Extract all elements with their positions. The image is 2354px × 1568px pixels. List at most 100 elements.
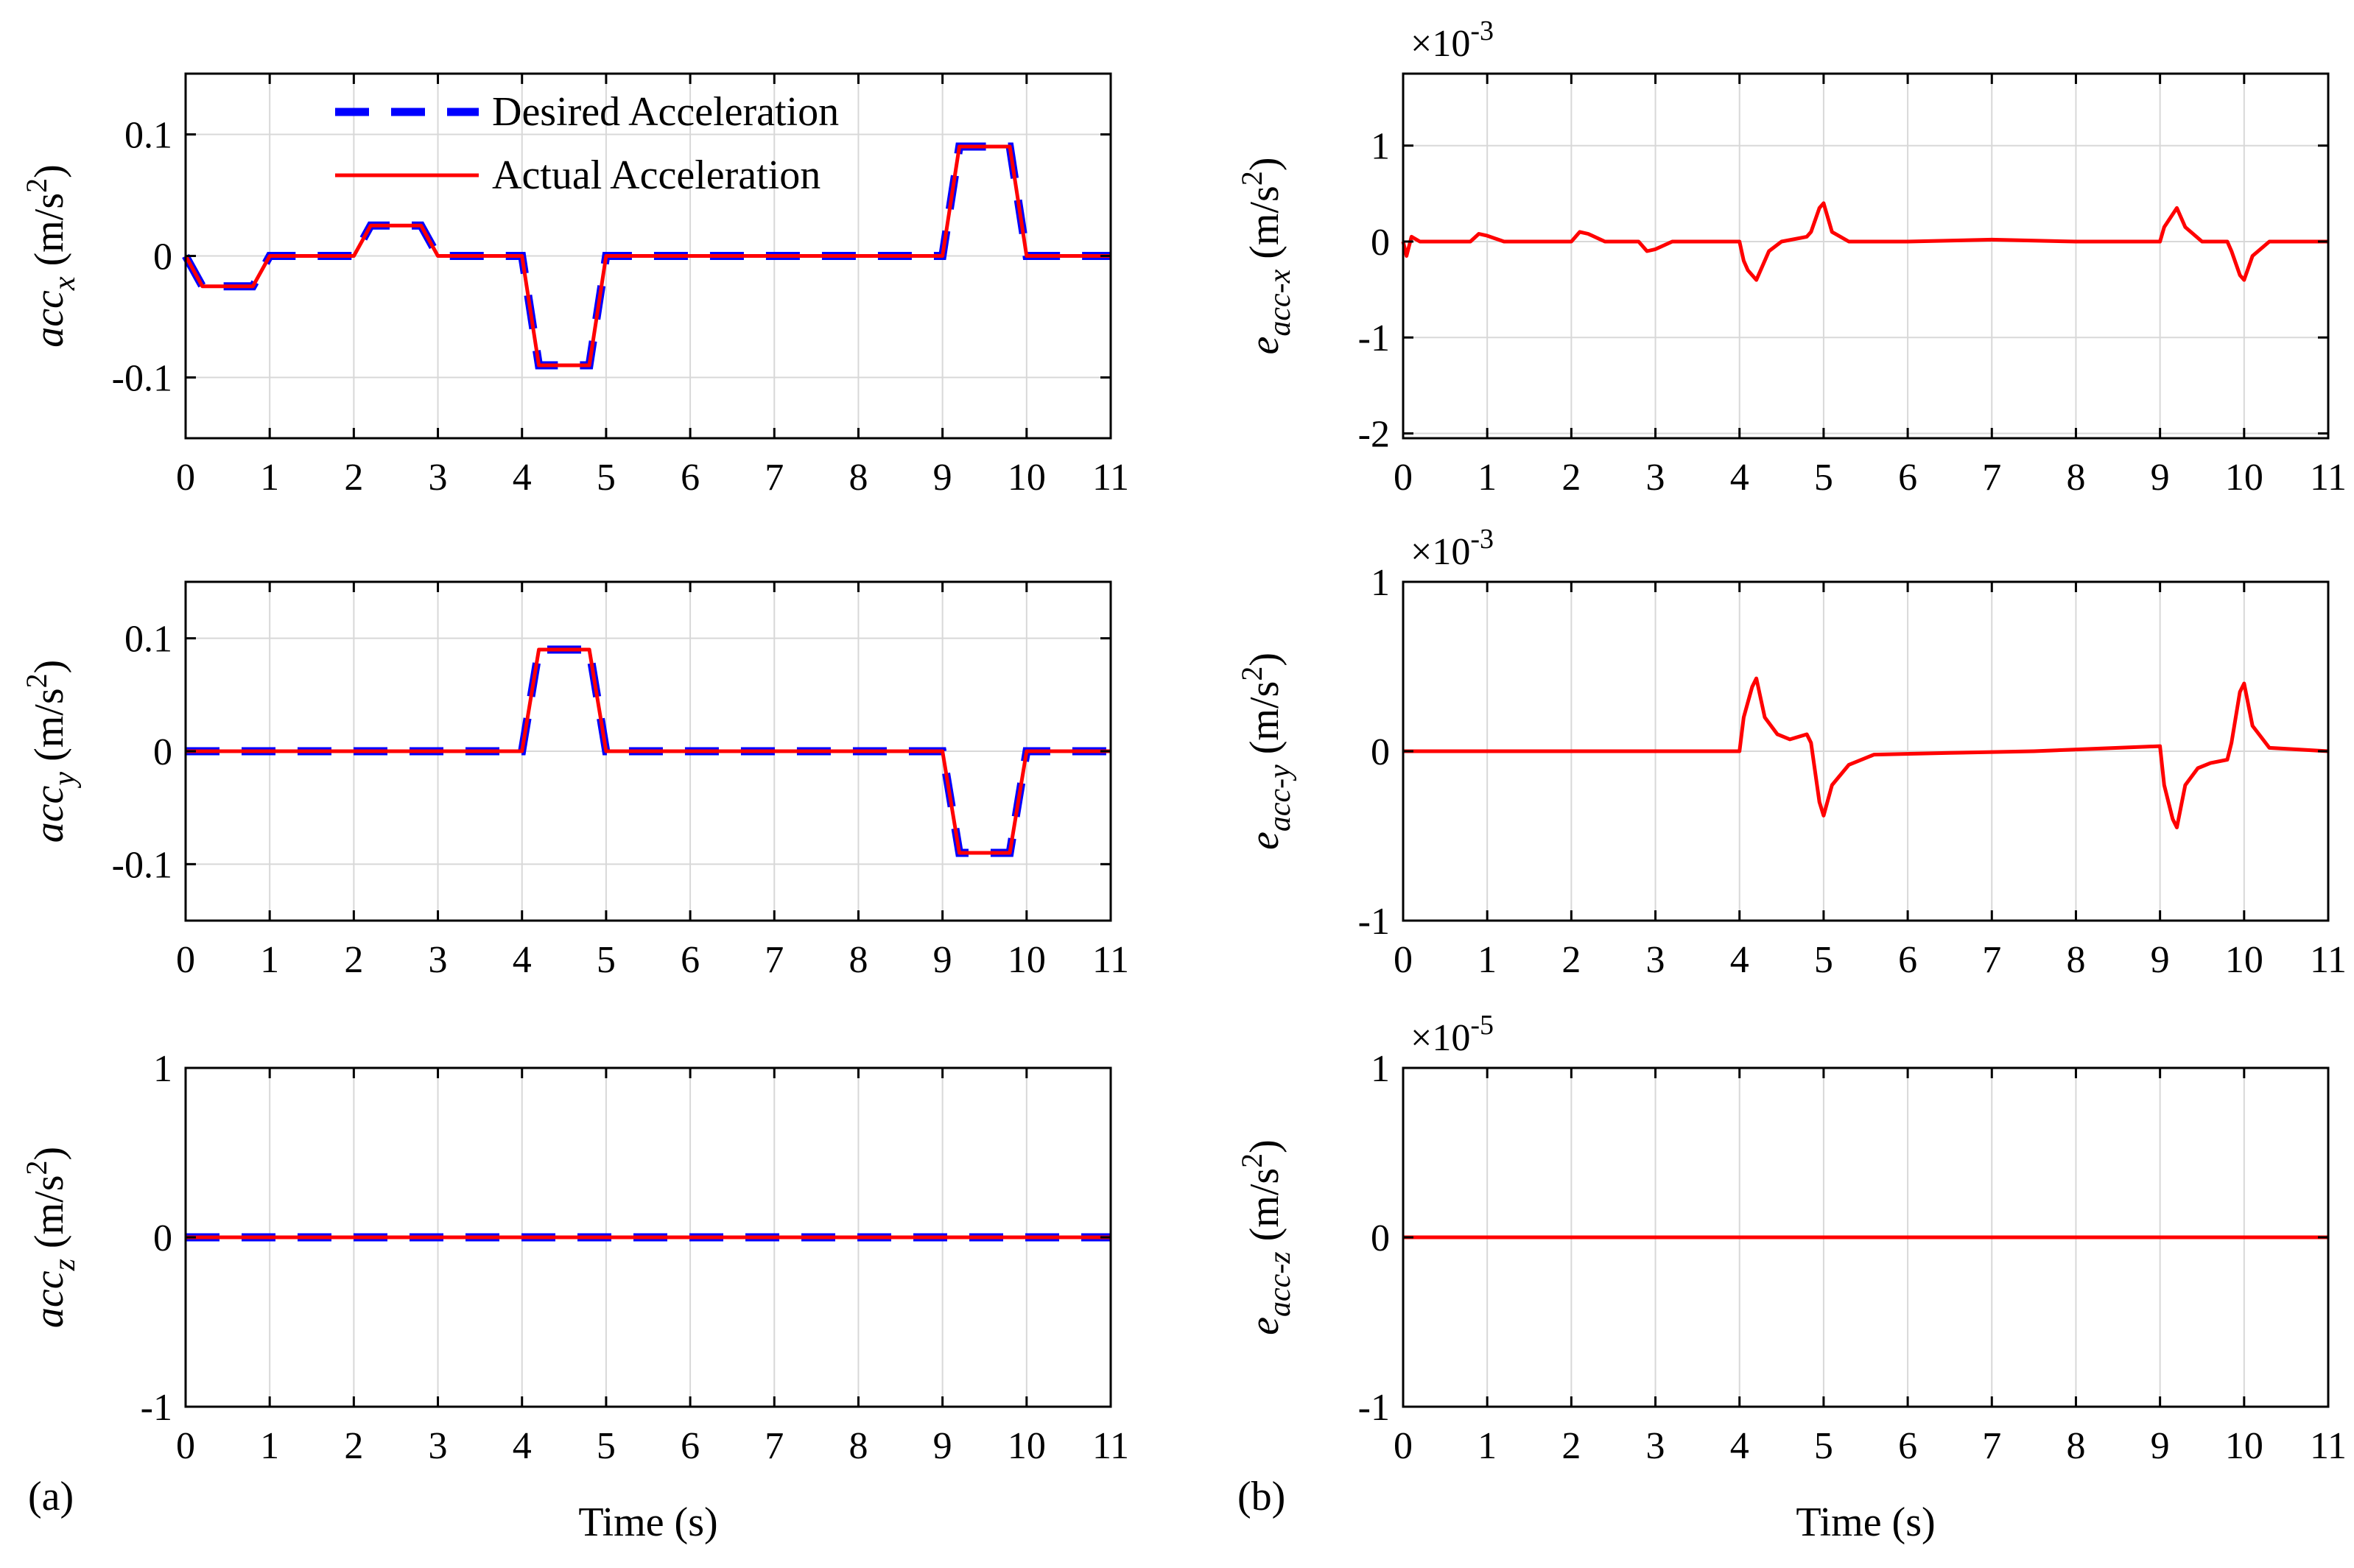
x-tick-label: 2 — [344, 939, 363, 981]
y-tick-label: 1 — [1371, 1048, 1390, 1090]
axes-box — [1402, 72, 2330, 440]
plot-area — [1403, 74, 2328, 438]
x-tick-label: 3 — [429, 457, 448, 499]
panel-label-b: (b) — [1237, 1474, 1285, 1519]
y-axis-label: eacc-z (m/s2) — [1235, 1139, 1297, 1335]
x-tick-label: 8 — [849, 1425, 868, 1467]
x-tick-label: 4 — [513, 1425, 532, 1467]
y-tick-label: 0 — [153, 731, 172, 773]
x-tick-label: 1 — [1478, 457, 1497, 499]
x-tick-label: 8 — [2066, 457, 2085, 499]
x-tick-label: 5 — [597, 939, 616, 981]
x-tick-label: 8 — [849, 457, 868, 499]
y-tick-label: 0 — [153, 236, 172, 278]
x-tick-label: 7 — [765, 457, 784, 499]
y-tick-label: 0 — [153, 1217, 172, 1259]
y-axis-label: eacc-y (m/s2) — [1235, 653, 1297, 850]
x-tick-label: 1 — [1478, 939, 1497, 981]
y-tick-label: -1 — [1358, 901, 1390, 943]
x-tick-label: 5 — [1814, 1425, 1833, 1467]
x-tick-label: 0 — [176, 457, 195, 499]
y-axis-label: eacc-x (m/s2) — [1235, 158, 1297, 355]
x-tick-label: 10 — [2225, 939, 2263, 981]
x-tick-label: 10 — [2225, 1425, 2263, 1467]
y-axis-label: accy (m/s2) — [20, 660, 82, 843]
x-tick-label: 4 — [513, 457, 532, 499]
exponent-label: ×10-3 — [1410, 15, 1494, 65]
x-tick-label: 2 — [344, 457, 363, 499]
x-tick-label: 4 — [513, 939, 532, 981]
y-tick-label: -1 — [1358, 1387, 1390, 1429]
x-tick-label: 6 — [1898, 1425, 1917, 1467]
x-tick-label: 1 — [260, 1425, 279, 1467]
x-tick-label: 5 — [1814, 457, 1833, 499]
x-tick-label: 6 — [681, 457, 700, 499]
x-tick-label: 4 — [1730, 939, 1749, 981]
x-tick-label: 5 — [1814, 939, 1833, 981]
legend-actual-label: Actual Acceleration — [492, 152, 821, 198]
x-tick-label: 9 — [933, 939, 952, 981]
y-tick-label: 0 — [1371, 731, 1390, 773]
x-tick-label: 11 — [2310, 939, 2347, 981]
x-axis-title-a: Time (s) — [578, 1500, 717, 1545]
series-error-line — [1401, 201, 2328, 282]
x-tick-label: 9 — [2151, 939, 2170, 981]
x-tick-label: 2 — [1561, 1425, 1581, 1467]
y-tick-label: -1 — [141, 1387, 172, 1429]
legend-desired-label: Desired Acceleration — [492, 89, 839, 135]
y-tick-label: -0.1 — [112, 358, 172, 400]
x-tick-label: 10 — [1008, 1425, 1046, 1467]
exponent-label: ×10-5 — [1410, 1010, 1494, 1059]
x-tick-label: 9 — [933, 1425, 952, 1467]
x-tick-label: 2 — [1561, 457, 1581, 499]
x-tick-label: 8 — [849, 939, 868, 981]
x-tick-label: 1 — [1478, 1425, 1497, 1467]
x-tick-label: 9 — [2151, 1425, 2170, 1467]
x-tick-label: 11 — [2310, 457, 2347, 499]
x-tick-label: 2 — [1561, 939, 1581, 981]
x-tick-label: 7 — [1982, 457, 2001, 499]
x-tick-label: 1 — [260, 939, 279, 981]
x-tick-label: 10 — [1008, 939, 1046, 981]
x-tick-label: 7 — [1982, 1425, 2001, 1467]
y-axis-label: accx (m/s2) — [20, 164, 82, 348]
x-tick-label: 6 — [1898, 939, 1917, 981]
x-tick-label: 7 — [765, 939, 784, 981]
x-tick-label: 3 — [1646, 1425, 1665, 1467]
x-tick-label: 11 — [1092, 1425, 1129, 1467]
x-tick-label: 4 — [1730, 457, 1749, 499]
chart-acc-y: 0 1 2 3 4 5 6 7 8 9 10 11 -0.1 0 0.1 accy (m/s2) — [20, 580, 1129, 981]
chart-err-x: 0 1 2 3 4 5 6 7 8 9 10 11 -2 -1 0 1 ×10-3 eacc-x (m/s2) — [1235, 15, 2347, 499]
x-tick-label: 3 — [429, 1425, 448, 1467]
y-tick-label: 0 — [1371, 222, 1390, 264]
y-tick-label: 0 — [1371, 1217, 1390, 1259]
panel-label-a: (a) — [28, 1474, 74, 1519]
x-tick-label: 0 — [1394, 939, 1413, 981]
x-tick-label: 0 — [1394, 457, 1413, 499]
x-tick-label: 0 — [1394, 1425, 1413, 1467]
x-tick-label: 4 — [1730, 1425, 1749, 1467]
y-tick-label: -0.1 — [112, 844, 172, 886]
x-tick-label: 9 — [933, 457, 952, 499]
x-tick-label: 11 — [1092, 457, 1129, 499]
x-tick-label: 0 — [176, 1425, 195, 1467]
x-tick-label: 2 — [344, 1425, 363, 1467]
x-tick-label: 5 — [597, 1425, 616, 1467]
x-tick-label: 9 — [2151, 457, 2170, 499]
x-tick-label: 11 — [2310, 1425, 2347, 1467]
x-tick-label: 0 — [176, 939, 195, 981]
y-tick-label: 1 — [1371, 126, 1390, 168]
x-tick-label: 6 — [681, 939, 700, 981]
y-tick-label: 1 — [1371, 562, 1390, 604]
y-tick-label: -1 — [1358, 317, 1390, 359]
x-tick-label: 3 — [429, 939, 448, 981]
x-tick-label: 11 — [1092, 939, 1129, 981]
x-tick-label: 3 — [1646, 457, 1665, 499]
y-tick-label: 0.1 — [124, 619, 172, 661]
y-tick-label: 0.1 — [124, 115, 172, 157]
series-actual-line — [183, 144, 1111, 368]
